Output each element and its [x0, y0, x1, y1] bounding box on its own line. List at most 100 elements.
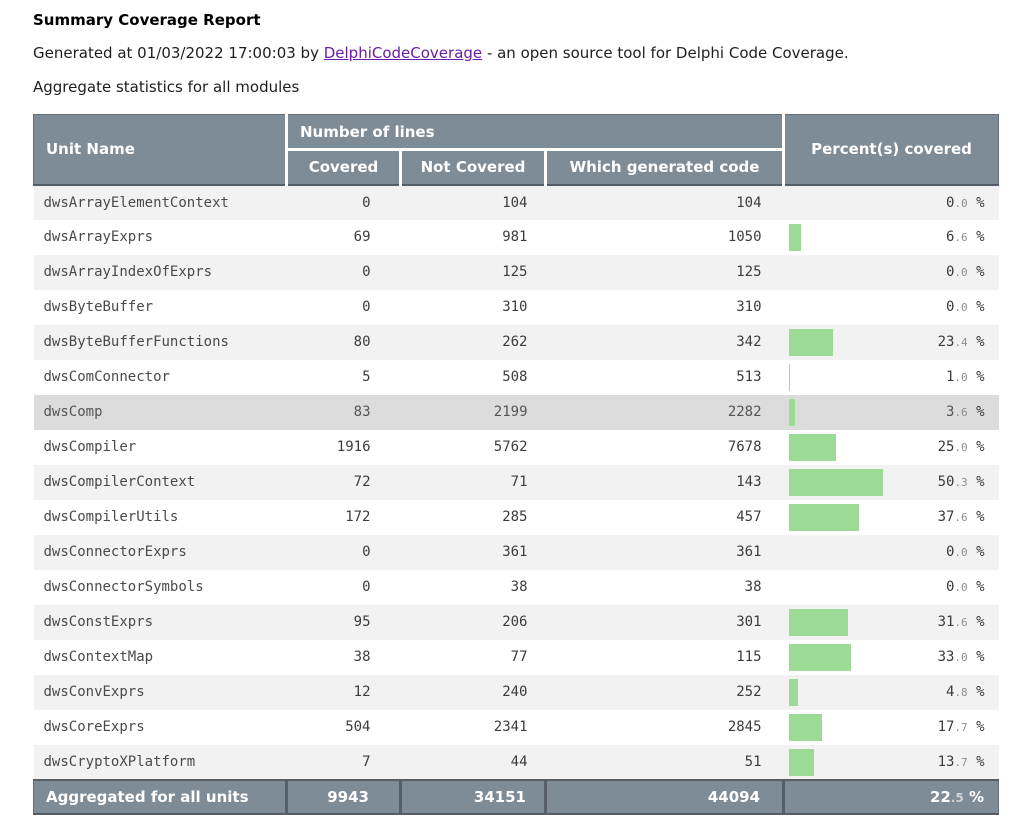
- table-row: dwsArrayIndexOfExprs 0 125 125 0.0 %: [33, 254, 999, 290]
- covered-cell: 0: [286, 569, 401, 605]
- unit-name-cell: dwsArrayExprs: [33, 219, 287, 255]
- table-body: dwsArrayElementContext 0 104 104 0.0 % d…: [33, 184, 999, 780]
- generated-code-cell: 513: [545, 359, 784, 395]
- unit-name-cell: dwsCompilerUtils: [33, 499, 287, 535]
- covered-cell: 72: [286, 464, 401, 500]
- unit-name-cell: dwsArrayIndexOfExprs: [33, 254, 287, 290]
- percent-cell: 33.0 %: [783, 639, 999, 675]
- coverage-table: Unit Name Number of lines Percent(s) cov…: [33, 114, 1000, 815]
- header-percent-covered: Percent(s) covered: [782, 114, 1000, 186]
- covered-cell: 80: [286, 324, 401, 360]
- header-unit-name: Unit Name: [33, 114, 288, 186]
- percent-value: 37.6 %: [937, 509, 985, 525]
- footer-generated-total: 44094: [543, 778, 784, 815]
- delphi-code-coverage-link[interactable]: DelphiCodeCoverage: [323, 44, 483, 62]
- table-row: dwsComConnector 5 508 513 1.0 %: [33, 359, 999, 395]
- header-not-covered: Not Covered: [399, 148, 547, 186]
- table-row: dwsComp 83 2199 2282 3.6 %: [33, 394, 999, 430]
- generated-code-cell: 1050: [545, 219, 784, 255]
- percent-cell: 13.7 %: [783, 744, 999, 780]
- not-covered-cell: 38: [400, 569, 546, 605]
- footer-covered-total: 9943: [285, 778, 401, 815]
- unit-name-cell: dwsConvExprs: [33, 674, 287, 710]
- coverage-bar: [788, 643, 851, 671]
- generated-code-cell: 38: [545, 569, 784, 605]
- header-which-generated-code: Which generated code: [543, 148, 786, 186]
- generated-code-cell: 7678: [545, 429, 784, 465]
- not-covered-cell: 104: [400, 184, 546, 220]
- not-covered-cell: 71: [400, 464, 546, 500]
- percent-value: 13.7 %: [937, 753, 985, 770]
- generated-code-cell: 125: [545, 254, 784, 290]
- table-row: dwsContextMap 38 77 115 33.0 %: [33, 639, 999, 675]
- generated-code-cell: 2282: [545, 394, 784, 430]
- table-row: dwsCompilerUtils 172 285 457 37.6 %: [33, 499, 999, 535]
- covered-cell: 0: [286, 289, 401, 325]
- not-covered-cell: 5762: [400, 429, 546, 465]
- table-row: dwsCryptoXPlatform 7 44 51 13.7 %: [33, 744, 999, 780]
- not-covered-cell: 77: [400, 639, 546, 675]
- percent-cell: 25.0 %: [783, 429, 999, 465]
- unit-name-cell: dwsCryptoXPlatform: [33, 744, 287, 780]
- percent-value: 50.3 %: [937, 474, 985, 490]
- percent-cell: 0.0 %: [783, 184, 999, 220]
- not-covered-cell: 508: [400, 359, 546, 395]
- percent-cell: 0.0 %: [783, 254, 999, 290]
- percent-cell: 1.0 %: [783, 359, 999, 395]
- covered-cell: 38: [286, 639, 401, 675]
- generated-code-cell: 342: [545, 324, 784, 360]
- not-covered-cell: 2199: [400, 394, 546, 430]
- table-footer: Aggregated for all units 9943 34151 4409…: [33, 778, 1000, 815]
- table-row: dwsConstExprs 95 206 301 31.6 %: [33, 604, 999, 640]
- percent-cell: 0.0 %: [783, 289, 999, 325]
- generated-code-cell: 51: [545, 744, 784, 780]
- unit-name-cell: dwsArrayElementContext: [33, 184, 287, 220]
- percent-value: 23.4 %: [937, 334, 985, 350]
- table-row: dwsByteBufferFunctions 80 262 342 23.4 %: [33, 324, 999, 360]
- table-row: dwsCompiler 1916 5762 7678 25.0 %: [33, 429, 999, 465]
- not-covered-cell: 240: [400, 674, 546, 710]
- coverage-bar: [788, 398, 796, 426]
- not-covered-cell: 981: [400, 219, 546, 255]
- generated-code-cell: 115: [545, 639, 784, 675]
- unit-name-cell: dwsConnectorExprs: [33, 534, 287, 570]
- percent-cell: 23.4 %: [783, 324, 999, 360]
- not-covered-cell: 44: [400, 744, 546, 780]
- unit-name-cell: dwsByteBufferFunctions: [33, 324, 287, 360]
- percent-cell: 50.3 %: [783, 464, 999, 500]
- generated-code-cell: 310: [545, 289, 784, 325]
- unit-name-cell: dwsCompilerContext: [33, 464, 287, 500]
- footer-percent-total: 22.5 %: [782, 778, 1000, 815]
- generated-code-cell: 361: [545, 534, 784, 570]
- footer-label: Aggregated for all units: [33, 778, 287, 815]
- coverage-bar: [788, 608, 848, 636]
- covered-cell: 0: [286, 184, 401, 220]
- page-title: Summary Coverage Report: [33, 11, 261, 29]
- coverage-bar: [788, 363, 791, 391]
- unit-name-cell: dwsComConnector: [33, 359, 287, 395]
- covered-cell: 69: [286, 219, 401, 255]
- coverage-bar: [788, 468, 884, 496]
- generated-code-cell: 2845: [545, 709, 784, 745]
- percent-value: 17.7 %: [937, 719, 985, 735]
- coverage-bar: [788, 223, 801, 251]
- percent-value: 0.0 %: [945, 544, 985, 560]
- percent-value: 33.0 %: [937, 649, 985, 665]
- percent-value: 4.8 %: [945, 684, 985, 700]
- covered-cell: 504: [286, 709, 401, 745]
- percent-value: 25.0 %: [937, 439, 985, 455]
- percent-cell: 31.6 %: [783, 604, 999, 640]
- table-row: dwsCoreExprs 504 2341 2845 17.7 %: [33, 709, 999, 745]
- covered-cell: 0: [286, 254, 401, 290]
- not-covered-cell: 361: [400, 534, 546, 570]
- percent-value: 31.6 %: [937, 614, 985, 630]
- covered-cell: 12: [286, 674, 401, 710]
- header-covered: Covered: [285, 148, 402, 186]
- table-row: dwsByteBuffer 0 310 310 0.0 %: [33, 289, 999, 325]
- not-covered-cell: 2341: [400, 709, 546, 745]
- unit-name-cell: dwsContextMap: [33, 639, 287, 675]
- header-number-of-lines: Number of lines: [284, 114, 786, 151]
- not-covered-cell: 285: [400, 499, 546, 535]
- not-covered-cell: 310: [400, 289, 546, 325]
- covered-cell: 7: [286, 744, 401, 780]
